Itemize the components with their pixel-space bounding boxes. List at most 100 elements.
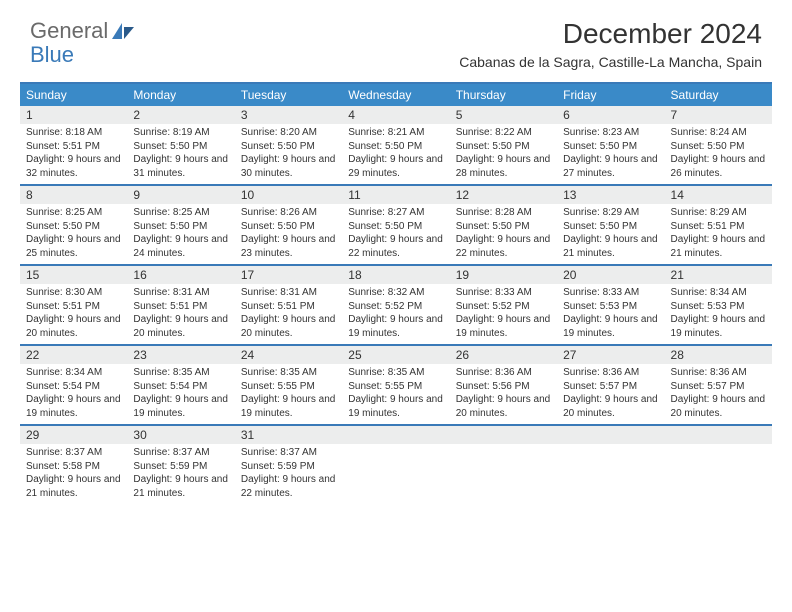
sunrise-line: Sunrise: 8:27 AM <box>348 206 443 220</box>
sunset-line: Sunset: 5:50 PM <box>348 220 443 234</box>
daylight-line: Daylight: 9 hours and 22 minutes. <box>348 233 443 260</box>
day-cell: 25Sunrise: 8:35 AMSunset: 5:55 PMDayligh… <box>342 346 449 424</box>
day-cell <box>557 426 664 504</box>
day-body: Sunrise: 8:36 AMSunset: 5:57 PMDaylight:… <box>557 364 664 420</box>
sunrise-line: Sunrise: 8:25 AM <box>26 206 121 220</box>
day-cell: 9Sunrise: 8:25 AMSunset: 5:50 PMDaylight… <box>127 186 234 264</box>
sunrise-line: Sunrise: 8:36 AM <box>671 366 766 380</box>
daylight-line: Daylight: 9 hours and 19 minutes. <box>26 393 121 420</box>
day-number: 17 <box>235 266 342 284</box>
sunrise-line: Sunrise: 8:35 AM <box>133 366 228 380</box>
day-body: Sunrise: 8:36 AMSunset: 5:56 PMDaylight:… <box>450 364 557 420</box>
day-body: Sunrise: 8:24 AMSunset: 5:50 PMDaylight:… <box>665 124 772 180</box>
day-number: 26 <box>450 346 557 364</box>
daylight-line: Daylight: 9 hours and 21 minutes. <box>133 473 228 500</box>
sunset-line: Sunset: 5:50 PM <box>456 220 551 234</box>
daylight-line: Daylight: 9 hours and 21 minutes. <box>671 233 766 260</box>
day-cell: 21Sunrise: 8:34 AMSunset: 5:53 PMDayligh… <box>665 266 772 344</box>
day-body: Sunrise: 8:31 AMSunset: 5:51 PMDaylight:… <box>235 284 342 340</box>
day-cell: 6Sunrise: 8:23 AMSunset: 5:50 PMDaylight… <box>557 106 664 184</box>
day-body: Sunrise: 8:28 AMSunset: 5:50 PMDaylight:… <box>450 204 557 260</box>
weekday-row: SundayMondayTuesdayWednesdayThursdayFrid… <box>20 84 772 106</box>
sunset-line: Sunset: 5:57 PM <box>671 380 766 394</box>
sunset-line: Sunset: 5:50 PM <box>671 140 766 154</box>
sunrise-line: Sunrise: 8:29 AM <box>563 206 658 220</box>
day-cell: 22Sunrise: 8:34 AMSunset: 5:54 PMDayligh… <box>20 346 127 424</box>
day-cell: 23Sunrise: 8:35 AMSunset: 5:54 PMDayligh… <box>127 346 234 424</box>
day-cell: 11Sunrise: 8:27 AMSunset: 5:50 PMDayligh… <box>342 186 449 264</box>
daylight-line: Daylight: 9 hours and 28 minutes. <box>456 153 551 180</box>
day-number: 2 <box>127 106 234 124</box>
sunset-line: Sunset: 5:51 PM <box>133 300 228 314</box>
location: Cabanas de la Sagra, Castille-La Mancha,… <box>459 54 762 70</box>
daylight-line: Daylight: 9 hours and 32 minutes. <box>26 153 121 180</box>
week-row: 1Sunrise: 8:18 AMSunset: 5:51 PMDaylight… <box>20 106 772 184</box>
day-number: 22 <box>20 346 127 364</box>
daylight-line: Daylight: 9 hours and 24 minutes. <box>133 233 228 260</box>
daylight-line: Daylight: 9 hours and 19 minutes. <box>563 313 658 340</box>
sunrise-line: Sunrise: 8:30 AM <box>26 286 121 300</box>
day-body: Sunrise: 8:33 AMSunset: 5:52 PMDaylight:… <box>450 284 557 340</box>
day-cell: 4Sunrise: 8:21 AMSunset: 5:50 PMDaylight… <box>342 106 449 184</box>
daylight-line: Daylight: 9 hours and 21 minutes. <box>563 233 658 260</box>
day-number: 28 <box>665 346 772 364</box>
daylight-line: Daylight: 9 hours and 19 minutes. <box>348 313 443 340</box>
sunrise-line: Sunrise: 8:21 AM <box>348 126 443 140</box>
sunset-line: Sunset: 5:50 PM <box>241 220 336 234</box>
weekday-header: Saturday <box>665 84 772 106</box>
daylight-line: Daylight: 9 hours and 22 minutes. <box>241 473 336 500</box>
day-body: Sunrise: 8:34 AMSunset: 5:53 PMDaylight:… <box>665 284 772 340</box>
header: General December 2024 Cabanas de la Sagr… <box>0 0 792 76</box>
day-number: 4 <box>342 106 449 124</box>
sunrise-line: Sunrise: 8:33 AM <box>563 286 658 300</box>
day-cell: 18Sunrise: 8:32 AMSunset: 5:52 PMDayligh… <box>342 266 449 344</box>
day-body: Sunrise: 8:35 AMSunset: 5:55 PMDaylight:… <box>342 364 449 420</box>
day-number <box>342 426 449 444</box>
sunrise-line: Sunrise: 8:35 AM <box>348 366 443 380</box>
day-cell: 3Sunrise: 8:20 AMSunset: 5:50 PMDaylight… <box>235 106 342 184</box>
day-body: Sunrise: 8:35 AMSunset: 5:55 PMDaylight:… <box>235 364 342 420</box>
title-block: December 2024 Cabanas de la Sagra, Casti… <box>459 18 762 70</box>
sunrise-line: Sunrise: 8:20 AM <box>241 126 336 140</box>
day-number: 23 <box>127 346 234 364</box>
day-number: 3 <box>235 106 342 124</box>
day-number: 8 <box>20 186 127 204</box>
sunrise-line: Sunrise: 8:37 AM <box>26 446 121 460</box>
sunset-line: Sunset: 5:50 PM <box>241 140 336 154</box>
day-body: Sunrise: 8:29 AMSunset: 5:51 PMDaylight:… <box>665 204 772 260</box>
week-row: 15Sunrise: 8:30 AMSunset: 5:51 PMDayligh… <box>20 264 772 344</box>
day-body: Sunrise: 8:33 AMSunset: 5:53 PMDaylight:… <box>557 284 664 340</box>
day-body: Sunrise: 8:25 AMSunset: 5:50 PMDaylight:… <box>127 204 234 260</box>
week-row: 29Sunrise: 8:37 AMSunset: 5:58 PMDayligh… <box>20 424 772 504</box>
sunrise-line: Sunrise: 8:32 AM <box>348 286 443 300</box>
daylight-line: Daylight: 9 hours and 20 minutes. <box>563 393 658 420</box>
day-number: 10 <box>235 186 342 204</box>
day-cell: 13Sunrise: 8:29 AMSunset: 5:50 PMDayligh… <box>557 186 664 264</box>
day-cell <box>665 426 772 504</box>
daylight-line: Daylight: 9 hours and 25 minutes. <box>26 233 121 260</box>
calendar: SundayMondayTuesdayWednesdayThursdayFrid… <box>20 82 772 504</box>
daylight-line: Daylight: 9 hours and 20 minutes. <box>26 313 121 340</box>
day-number: 15 <box>20 266 127 284</box>
sunset-line: Sunset: 5:51 PM <box>26 300 121 314</box>
day-number <box>450 426 557 444</box>
sunset-line: Sunset: 5:53 PM <box>671 300 766 314</box>
sunrise-line: Sunrise: 8:31 AM <box>133 286 228 300</box>
day-body: Sunrise: 8:27 AMSunset: 5:50 PMDaylight:… <box>342 204 449 260</box>
day-body: Sunrise: 8:37 AMSunset: 5:59 PMDaylight:… <box>235 444 342 500</box>
sunset-line: Sunset: 5:51 PM <box>26 140 121 154</box>
day-cell: 27Sunrise: 8:36 AMSunset: 5:57 PMDayligh… <box>557 346 664 424</box>
weekday-header: Monday <box>127 84 234 106</box>
daylight-line: Daylight: 9 hours and 19 minutes. <box>241 393 336 420</box>
logo-word1: General <box>30 18 108 44</box>
sunset-line: Sunset: 5:56 PM <box>456 380 551 394</box>
sunrise-line: Sunrise: 8:28 AM <box>456 206 551 220</box>
daylight-line: Daylight: 9 hours and 27 minutes. <box>563 153 658 180</box>
day-cell: 26Sunrise: 8:36 AMSunset: 5:56 PMDayligh… <box>450 346 557 424</box>
sunset-line: Sunset: 5:52 PM <box>348 300 443 314</box>
day-body: Sunrise: 8:37 AMSunset: 5:59 PMDaylight:… <box>127 444 234 500</box>
daylight-line: Daylight: 9 hours and 26 minutes. <box>671 153 766 180</box>
day-body: Sunrise: 8:35 AMSunset: 5:54 PMDaylight:… <box>127 364 234 420</box>
day-body: Sunrise: 8:21 AMSunset: 5:50 PMDaylight:… <box>342 124 449 180</box>
logo: General <box>30 18 136 44</box>
